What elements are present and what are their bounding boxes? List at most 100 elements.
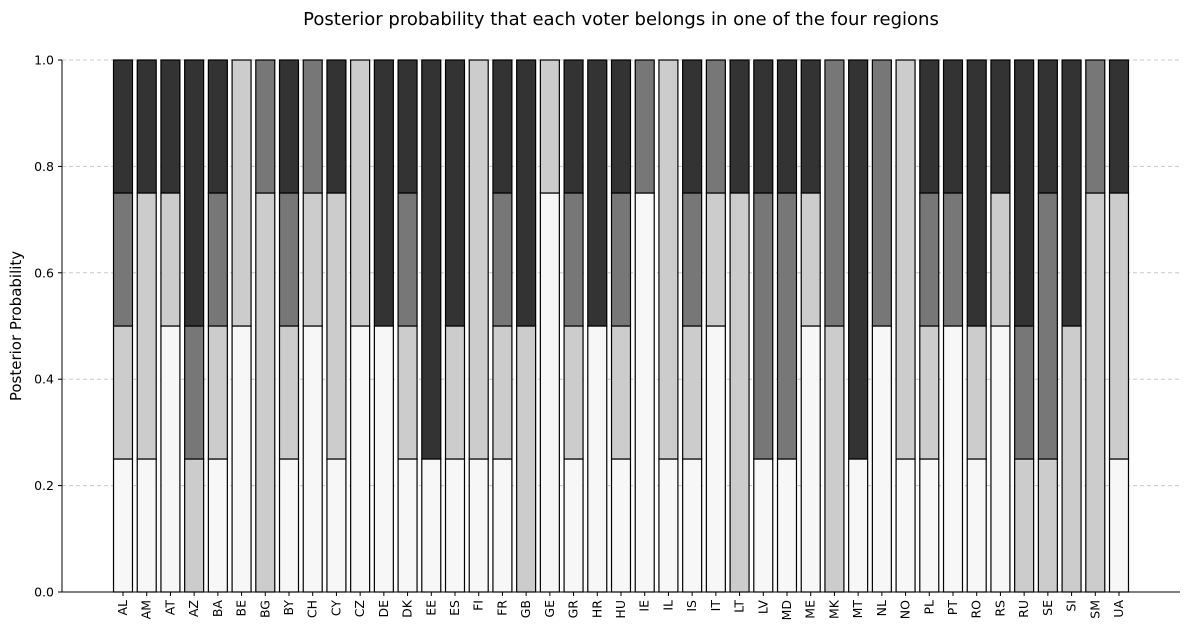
bar-segment (634, 59, 655, 194)
y-tick-label: 0.0 (34, 585, 54, 600)
bar-segment (800, 325, 821, 593)
bar-segment (1085, 192, 1106, 593)
bar-stack (278, 59, 300, 593)
bar-segment (919, 458, 940, 593)
bar-segment (705, 325, 726, 593)
bar-segment (895, 458, 916, 593)
bar-segment (966, 325, 987, 460)
x-tick-label: MT (850, 600, 865, 619)
bar-segment (1014, 59, 1035, 327)
bar-stack (1014, 59, 1035, 593)
bar-segment (184, 325, 205, 460)
bar-stack (302, 59, 323, 593)
bar-segment (492, 325, 513, 460)
bar-segment (919, 59, 940, 194)
bar-segment (373, 325, 394, 593)
bar-segment (492, 59, 513, 194)
x-axis-ticks: AL AM AT AZ BA BE BG BY CH CY CZ DE DK EE ES FI FR GB GE GR… (115, 592, 1126, 620)
bar-stack (1037, 59, 1058, 593)
bar-segment (373, 59, 394, 327)
bar-segment (563, 59, 584, 194)
bar-stack (160, 59, 181, 593)
bar-segment (587, 59, 608, 327)
bar-segment (278, 59, 300, 194)
bar-stack (563, 59, 584, 593)
bar-stack (516, 59, 537, 593)
bar-segment (753, 192, 774, 460)
bar-segment (776, 458, 798, 593)
bar-stack (373, 59, 394, 593)
bar-segment (468, 458, 489, 593)
bar-segment (160, 59, 181, 194)
bar-segment (800, 192, 821, 327)
bar-segment (966, 59, 987, 327)
x-tick-label: BA (210, 600, 225, 618)
bar-segment (350, 325, 371, 593)
x-tick-label: AZ (186, 600, 201, 617)
bar-stack (729, 59, 750, 593)
bar-segment (1061, 59, 1082, 327)
bar-stack (231, 59, 252, 593)
x-tick-label: AL (115, 600, 130, 616)
bar-segment (563, 192, 584, 327)
bar-segment (895, 59, 916, 460)
bar-segment (587, 325, 608, 593)
x-tick-label: IT (708, 600, 723, 612)
bar-stack (207, 59, 228, 593)
bar-segment (563, 325, 584, 460)
bar-stack (136, 59, 157, 593)
bar-segment (539, 192, 560, 593)
bar-segment (326, 192, 347, 460)
bar-stack (966, 59, 987, 593)
bar-segment (492, 458, 513, 593)
y-axis-ticks: 0.0 0.2 0.4 0.6 0.8 1.0 (34, 53, 62, 600)
bar-segment (800, 59, 821, 194)
bar-segment (539, 59, 560, 194)
bar-stack (421, 59, 442, 593)
bar-segment (397, 325, 418, 460)
bar-segment (397, 59, 418, 194)
bar-segment (610, 59, 632, 194)
y-tick-label: 0.8 (34, 159, 54, 174)
bar-segment (1037, 59, 1058, 194)
bar-stack (397, 59, 418, 593)
bar-stack (634, 59, 655, 593)
bar-segment (468, 59, 489, 460)
bar-segment (444, 458, 466, 593)
x-tick-label: FR (494, 600, 509, 616)
bar-stack (255, 59, 276, 593)
bar-segment (136, 59, 157, 194)
bar-segment (705, 59, 726, 194)
bar-segment (871, 59, 892, 327)
x-tick-label: HR (589, 600, 604, 618)
bar-segment (942, 192, 964, 327)
bar-segment (112, 59, 134, 194)
x-tick-label: UA (1111, 600, 1126, 618)
bar-stack (184, 59, 205, 593)
bar-segment (942, 325, 964, 593)
bar-segment (610, 325, 632, 460)
bar-segment (610, 192, 632, 327)
y-tick-label: 1.0 (34, 53, 54, 68)
x-tick-label: FI (471, 600, 486, 611)
bar-stack (824, 59, 845, 593)
bar-segment (682, 458, 703, 593)
x-tick-label: RO (969, 600, 984, 619)
bar-segment (848, 59, 869, 460)
y-tick-label: 0.6 (34, 265, 54, 280)
bar-segment (516, 59, 537, 327)
x-tick-label: SE (1040, 600, 1055, 616)
bar-stack (444, 59, 466, 593)
bar-segment (231, 325, 252, 593)
x-tick-label: SM (1087, 600, 1102, 619)
x-tick-label: GR (566, 600, 581, 619)
bar-segment (112, 458, 134, 593)
bar-segment (231, 59, 252, 327)
y-axis-label: Posterior Probability (7, 251, 25, 401)
bar-stack (326, 59, 347, 593)
bar-segment (160, 192, 181, 327)
y-tick-label: 0.4 (34, 372, 54, 387)
bar-segment (753, 458, 774, 593)
bar-segment (1014, 325, 1035, 460)
